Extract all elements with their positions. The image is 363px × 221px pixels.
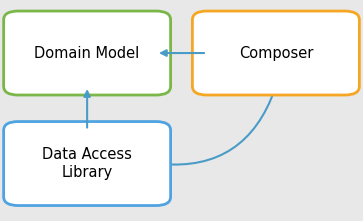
FancyBboxPatch shape [192, 11, 359, 95]
Text: Composer: Composer [239, 46, 313, 61]
FancyBboxPatch shape [4, 122, 171, 206]
FancyBboxPatch shape [4, 11, 171, 95]
Text: Domain Model: Domain Model [34, 46, 140, 61]
Text: Data Access
Library: Data Access Library [42, 147, 132, 180]
